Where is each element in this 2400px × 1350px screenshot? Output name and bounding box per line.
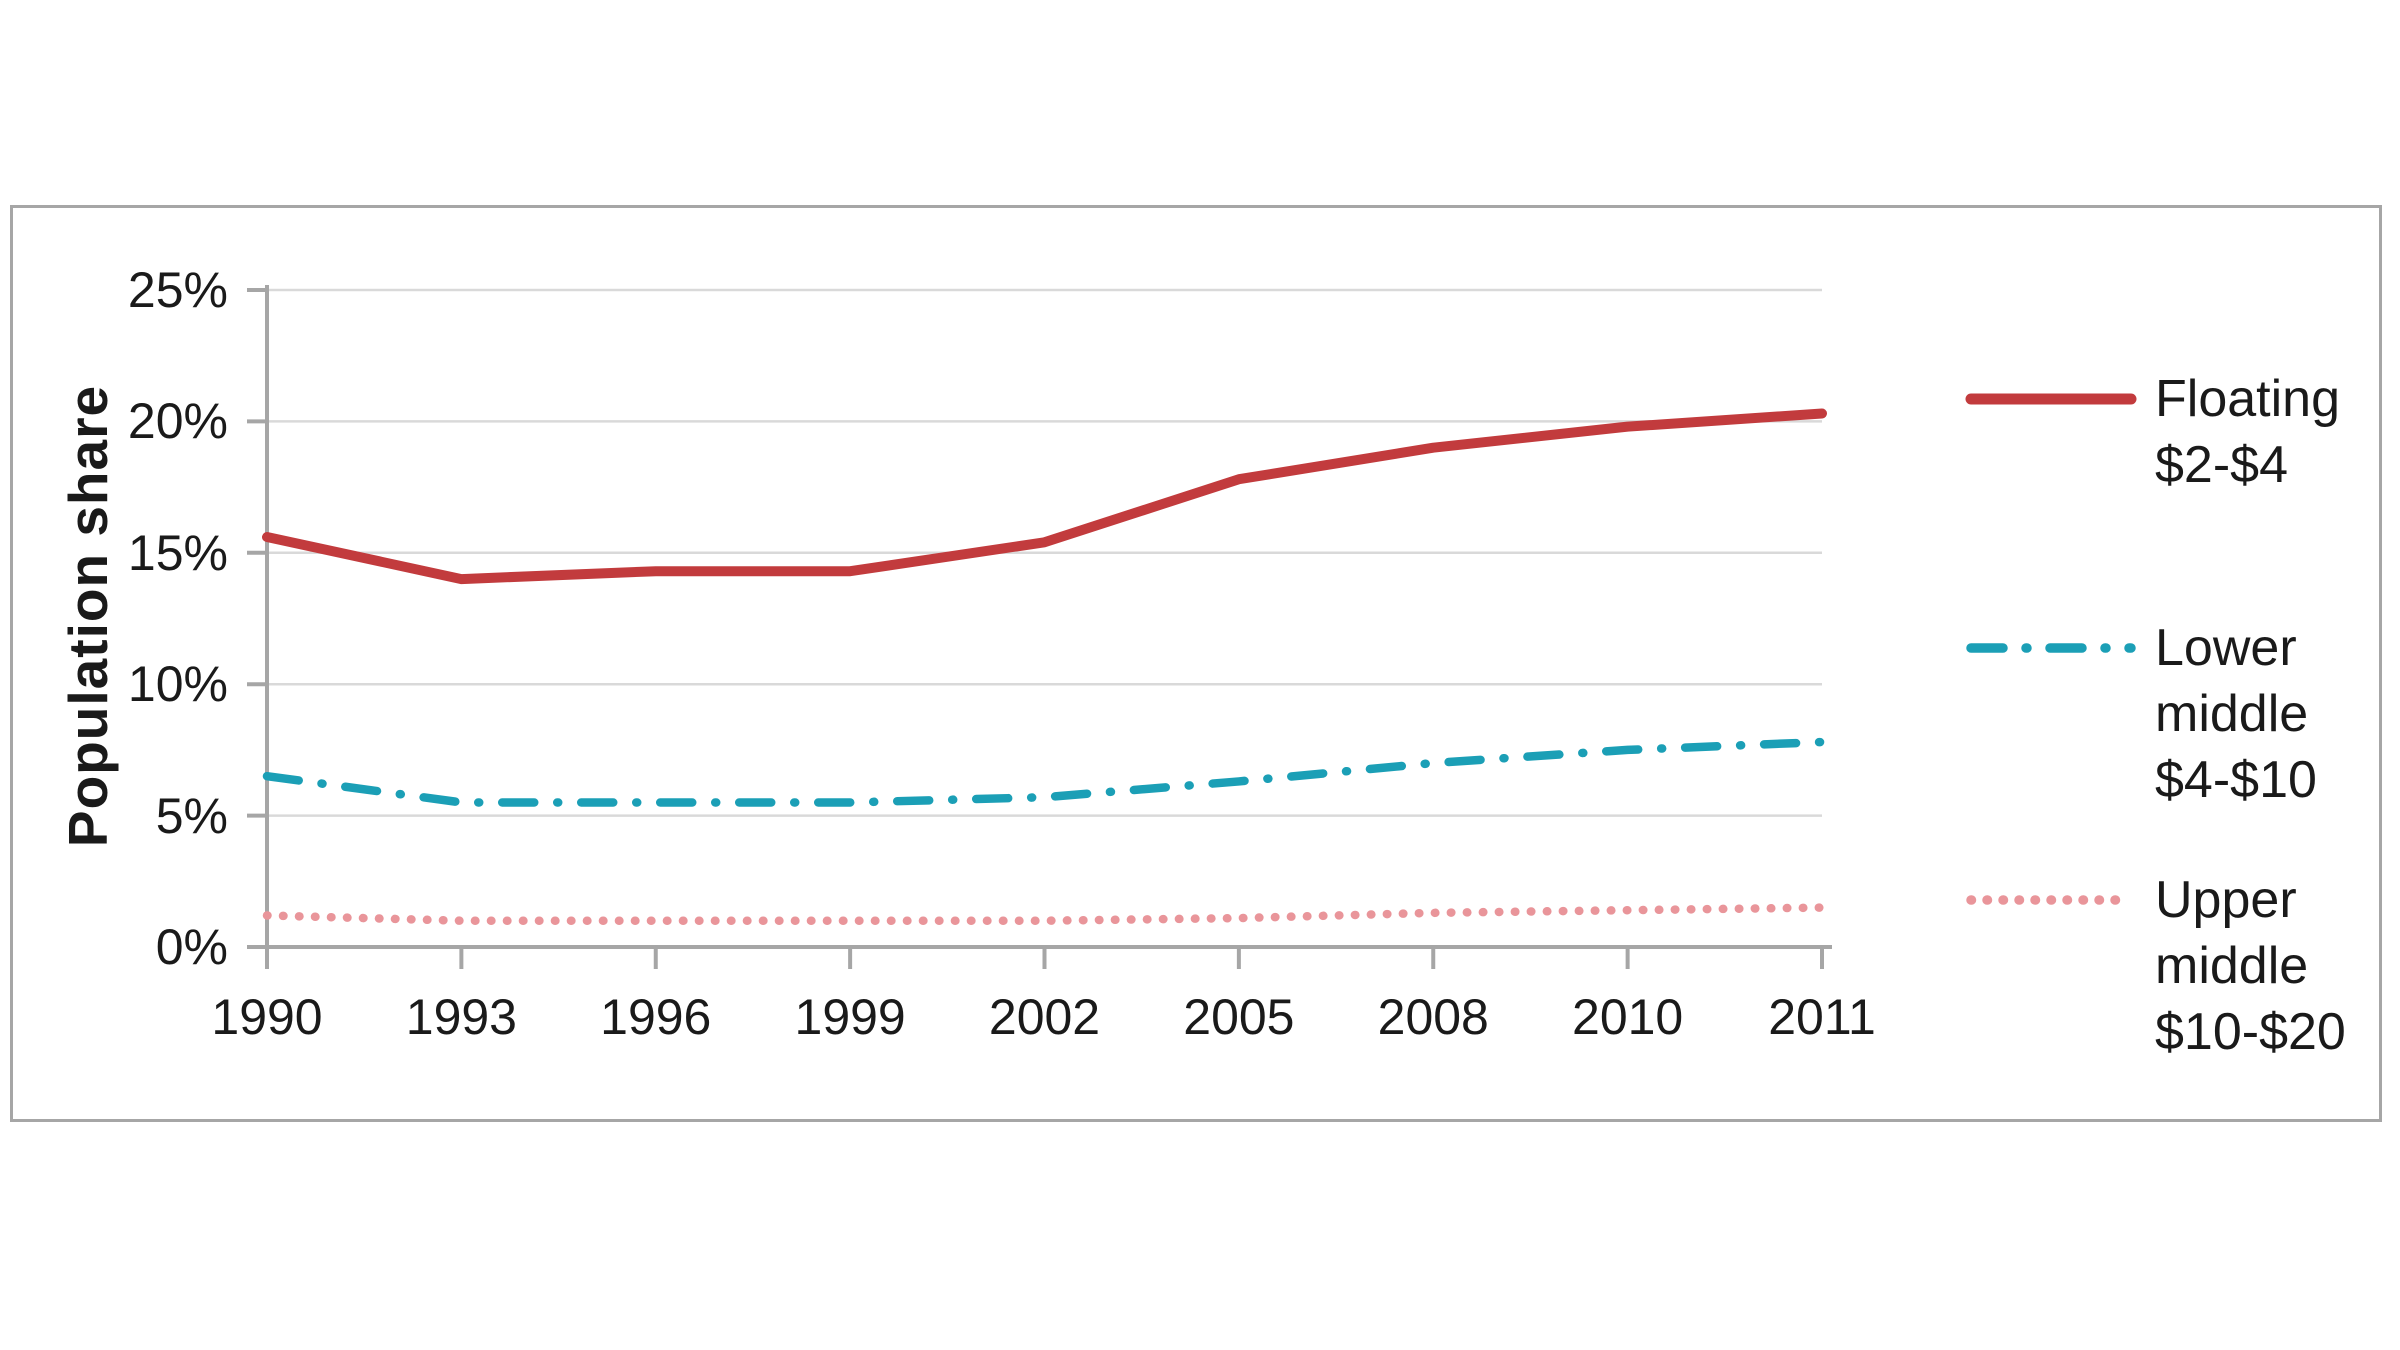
- x-tick-label: 1990: [211, 989, 323, 1045]
- y-axis-title: Population share: [57, 384, 119, 848]
- series-line-floating-2-4: [262, 408, 1827, 585]
- x-tick-label: 2008: [1377, 989, 1489, 1045]
- legend-entry: Upper middle $10-$20: [1965, 867, 2346, 1065]
- y-tick-label: 20%: [127, 393, 228, 450]
- legend-swatch-dash-dot: [1966, 643, 2136, 653]
- x-tick-label: 2005: [1183, 989, 1295, 1045]
- legend-label: Upper middle $10-$20: [2155, 871, 2346, 1061]
- x-tick-label: 1999: [794, 989, 906, 1045]
- x-tick-label: 2010: [1572, 989, 1684, 1045]
- legend-swatch-solid: [1965, 393, 2137, 405]
- y-tick-label: 25%: [127, 262, 228, 318]
- y-tick-label: 10%: [127, 656, 228, 713]
- legend-label: Lower middle $4-$10: [2155, 619, 2317, 809]
- legend-swatch-dotted: [1966, 895, 2136, 905]
- y-tick-label: 15%: [127, 524, 228, 581]
- legend: Floating $2-$4 Lower middle $4-$10 Upper m…: [1965, 0, 2385, 1350]
- legend-entry: Floating $2-$4: [1965, 366, 2340, 498]
- x-tick-label: 1996: [600, 989, 712, 1045]
- legend-label: Floating $2-$4: [2155, 370, 2340, 494]
- y-tick-label: 0%: [155, 919, 228, 975]
- series-line-lower-middle-4-10: [262, 737, 1827, 807]
- x-tick-label: 2011: [1768, 989, 1876, 1045]
- chart-border-frame: [10, 205, 2382, 1122]
- legend-entry: Lower middle $4-$10: [1965, 615, 2317, 813]
- y-tick-label: 5%: [155, 787, 228, 844]
- series-line-upper-middle-10-20: [262, 903, 1827, 925]
- x-tick-label: 2002: [988, 989, 1101, 1045]
- x-tick-label: 1993: [405, 989, 517, 1045]
